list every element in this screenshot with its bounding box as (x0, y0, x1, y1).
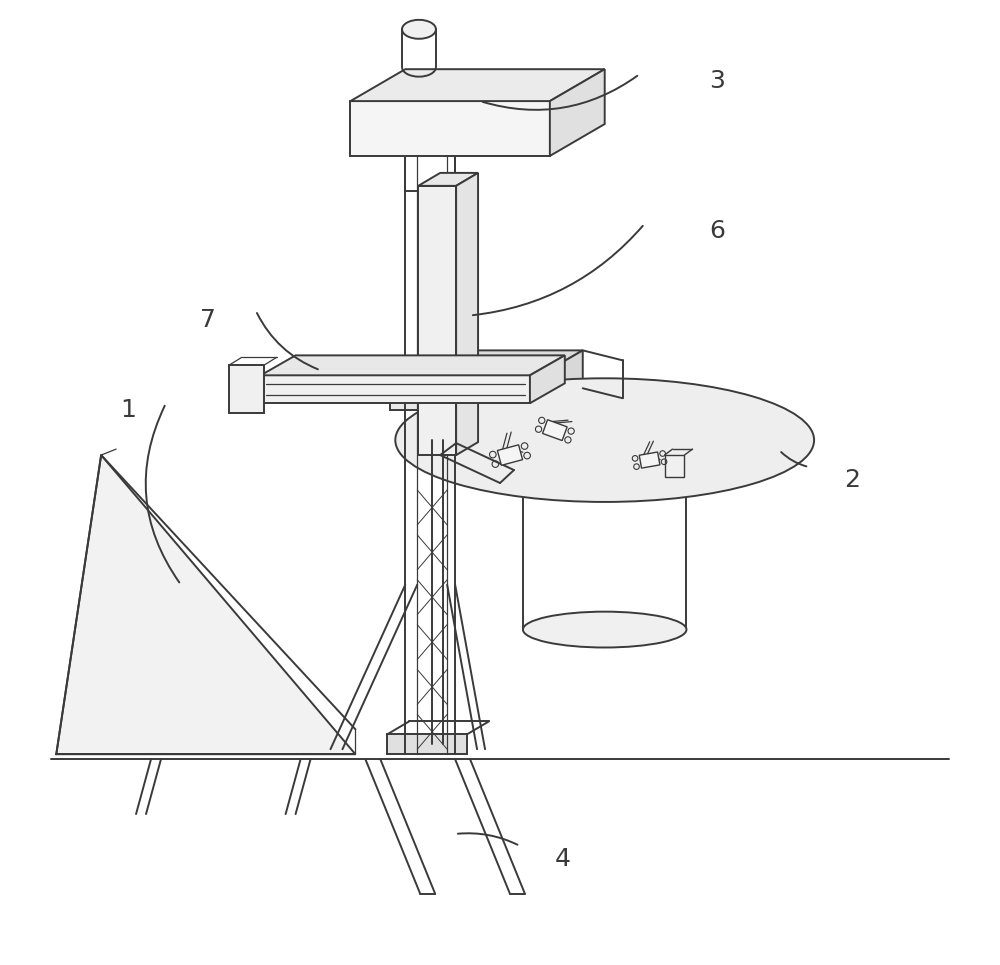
Text: 2: 2 (844, 468, 860, 492)
Ellipse shape (402, 20, 436, 39)
Polygon shape (387, 734, 467, 755)
Polygon shape (229, 366, 264, 413)
Polygon shape (456, 173, 478, 455)
Polygon shape (497, 445, 523, 465)
Polygon shape (390, 372, 545, 410)
Ellipse shape (523, 612, 686, 648)
Polygon shape (418, 186, 456, 455)
Text: 6: 6 (709, 219, 725, 243)
Polygon shape (665, 455, 684, 477)
Polygon shape (261, 355, 565, 375)
Polygon shape (543, 420, 567, 441)
Polygon shape (261, 375, 530, 403)
Polygon shape (418, 173, 478, 186)
Text: 4: 4 (555, 847, 571, 871)
Text: 1: 1 (120, 399, 136, 423)
Polygon shape (530, 355, 565, 403)
Polygon shape (350, 101, 550, 156)
Polygon shape (639, 452, 660, 468)
Text: 7: 7 (200, 309, 216, 333)
Polygon shape (550, 69, 605, 156)
Polygon shape (545, 350, 583, 410)
Polygon shape (390, 350, 583, 372)
Ellipse shape (395, 378, 814, 502)
Polygon shape (350, 69, 605, 101)
Text: 3: 3 (709, 69, 725, 94)
Polygon shape (56, 455, 355, 755)
